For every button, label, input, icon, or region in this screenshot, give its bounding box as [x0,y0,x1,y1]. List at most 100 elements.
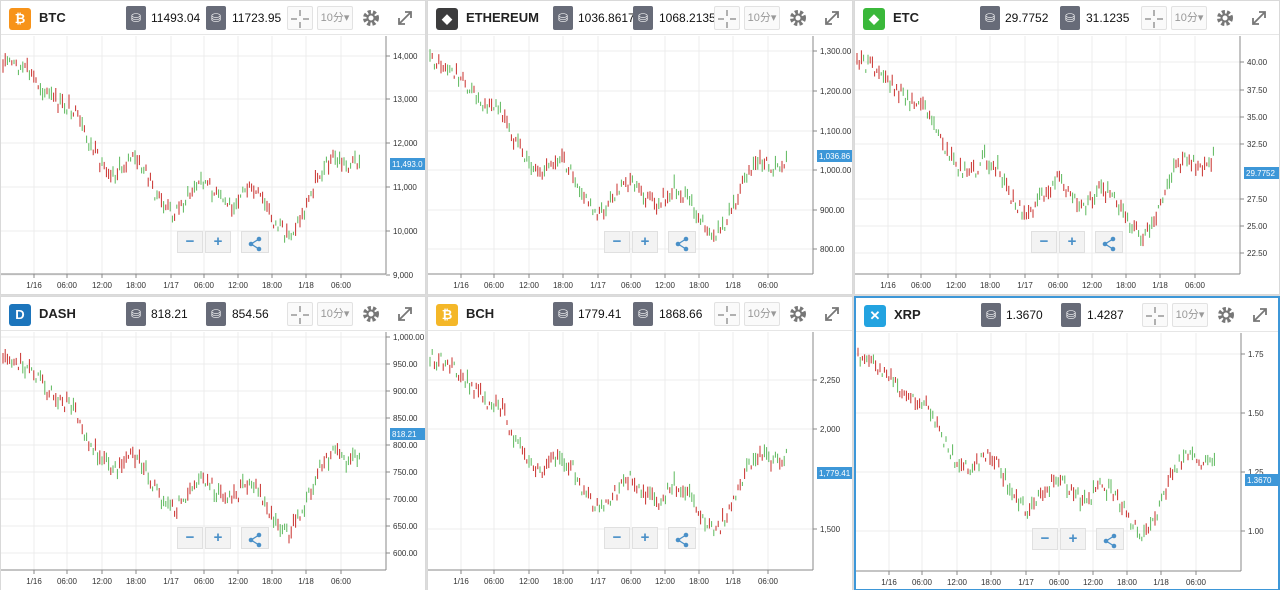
crosshair-icon[interactable] [287,302,313,326]
zoom-in-button[interactable]: + [205,231,231,253]
share-icon[interactable] [241,231,269,253]
sell-price[interactable]: 11493.04 [151,11,201,25]
zoom-in-button[interactable]: + [632,527,658,549]
zoom-out-button[interactable]: − [177,527,203,549]
x-tick-label: 1/16 [26,577,42,586]
y-tick-label: 37.50 [1247,86,1268,95]
buy-price[interactable]: 1.4287 [1087,308,1124,322]
dash-icon: D [9,304,31,326]
expand-icon[interactable] [393,302,419,326]
zoom-out-button[interactable]: − [177,231,203,253]
chart-panel-btc[interactable]: ₿ BTC ⛁ 11493.04 ⛁ 11723.95 10分▾ 14,000 13,000 12… [0,0,426,295]
sell-price[interactable]: 1.3670 [1006,308,1043,322]
sell-price[interactable]: 1036.8617 [578,11,635,25]
chart-panel-ethereum[interactable]: ◆ ETHEREUM ⛁ 1036.8617 ⛁ 1068.2135 10分▾ 1,300.0… [427,0,853,295]
expand-icon[interactable] [820,6,846,30]
share-icon[interactable] [668,231,696,253]
sell-price[interactable]: 818.21 [151,307,188,321]
expand-icon[interactable] [393,6,419,30]
share-icon[interactable] [668,527,696,549]
x-tick-label: 1/17 [163,577,179,586]
zoom-out-button[interactable]: − [604,527,630,549]
expand-icon[interactable] [1248,303,1274,327]
ripple-icon: ✕ [864,305,886,327]
gear-icon[interactable] [786,6,812,30]
sell-tag-icon[interactable]: ⛁ [553,6,573,30]
current-price-label: 1.3670 [1247,476,1272,485]
interval-select[interactable]: 10分▾ [744,6,780,30]
buy-price[interactable]: 31.1235 [1086,11,1130,25]
buy-tag-icon[interactable]: ⛁ [206,302,226,326]
buy-price[interactable]: 11723.95 [232,11,282,25]
interval-select[interactable]: 10分▾ [317,6,353,30]
gear-icon[interactable] [786,302,812,326]
sell-price[interactable]: 29.7752 [1005,11,1049,25]
buy-tag-icon[interactable]: ⛁ [633,302,653,326]
x-tick-label: 12:00 [519,281,540,290]
x-tick-label: 18:00 [981,578,1002,587]
buy-tag-icon[interactable]: ⛁ [1061,303,1081,327]
sell-tag-icon[interactable]: ⛁ [126,302,146,326]
panel-header: ◆ ETHEREUM ⛁ 1036.8617 ⛁ 1068.2135 10分▾ [428,1,852,35]
sell-tag-icon[interactable]: ⛁ [126,6,146,30]
chart-panel-etc[interactable]: ◆ ETC ⛁ 29.7752 ⛁ 31.1235 10分▾ 40.00 37.50 35.00 3… [854,0,1280,295]
zoom-out-button[interactable]: − [604,231,630,253]
x-tick-label: 06:00 [194,577,215,586]
buy-price[interactable]: 854.56 [232,307,269,321]
zoom-out-button[interactable]: − [1031,231,1057,253]
sell-price[interactable]: 1779.41 [578,307,622,321]
buy-price[interactable]: 1868.66 [659,307,703,321]
expand-icon[interactable] [820,302,846,326]
chart-panel-xrp[interactable]: ✕ XRP ⛁ 1.3670 ⛁ 1.4287 10分▾ 1.75 1.50 1.25 1.00 1/… [854,296,1280,590]
sell-tag-icon[interactable]: ⛁ [553,302,573,326]
x-tick-label: 06:00 [57,577,78,586]
interval-select[interactable]: 10分▾ [317,302,353,326]
buy-tag-icon[interactable]: ⛁ [633,6,653,30]
expand-icon[interactable] [1247,6,1273,30]
gear-icon[interactable] [359,6,385,30]
sell-tag-icon[interactable]: ⛁ [981,303,1001,327]
current-price-tag [390,428,425,440]
share-icon[interactable] [1095,231,1123,253]
crosshair-icon[interactable] [287,6,313,30]
zoom-controls: − + [177,527,277,549]
zoom-in-button[interactable]: + [1060,528,1086,550]
y-tick-label: 2,250 [820,376,841,385]
chart-panel-bch[interactable]: ₿ BCH ⛁ 1779.41 ⛁ 1868.66 10分▾ 2,250 2,000 1,500 1… [427,296,853,590]
zoom-in-button[interactable]: + [1059,231,1085,253]
x-tick-label: 1/16 [26,281,42,290]
interval-select[interactable]: 10分▾ [1171,6,1207,30]
sell-tag-icon[interactable]: ⛁ [980,6,1000,30]
crosshair-icon[interactable] [1141,6,1167,30]
x-tick-label: 1/16 [453,281,469,290]
crosshair-icon[interactable] [1142,303,1168,327]
gear-icon[interactable] [1213,6,1239,30]
share-icon[interactable] [241,527,269,549]
current-price-label: 29.7752 [1246,169,1275,178]
chart-panel-dash[interactable]: D DASH ⛁ 818.21 ⛁ 854.56 10分▾ 1,000.00 950.00 900… [0,296,426,590]
zoom-in-button[interactable]: + [632,231,658,253]
gear-icon[interactable] [1214,303,1240,327]
y-tick-label: 9,000 [393,271,414,280]
gear-icon[interactable] [359,302,385,326]
zoom-in-button[interactable]: + [205,527,231,549]
buy-price[interactable]: 1068.2135 [659,11,716,25]
y-tick-label: 1,100.00 [820,127,852,136]
buy-tag-icon[interactable]: ⛁ [206,6,226,30]
x-tick-label: 1/17 [1018,578,1034,587]
x-tick-label: 1/17 [590,281,606,290]
x-tick-label: 06:00 [1049,578,1070,587]
panel-header: ₿ BTC ⛁ 11493.04 ⛁ 11723.95 10分▾ [1,1,425,35]
crosshair-icon[interactable] [714,302,740,326]
current-price-tag [1244,167,1279,179]
zoom-controls: − + [177,231,277,253]
crosshair-icon[interactable] [714,6,740,30]
share-icon[interactable] [1096,528,1124,550]
interval-select[interactable]: 10分▾ [744,302,780,326]
x-tick-label: 12:00 [655,577,676,586]
price-chart: 40.00 37.50 35.00 32.50 27.50 25.00 22.50 1/16 0… [855,36,1279,290]
zoom-out-button[interactable]: − [1032,528,1058,550]
buy-tag-icon[interactable]: ⛁ [1060,6,1080,30]
current-price-tag [390,158,425,170]
interval-select[interactable]: 10分▾ [1172,303,1208,327]
